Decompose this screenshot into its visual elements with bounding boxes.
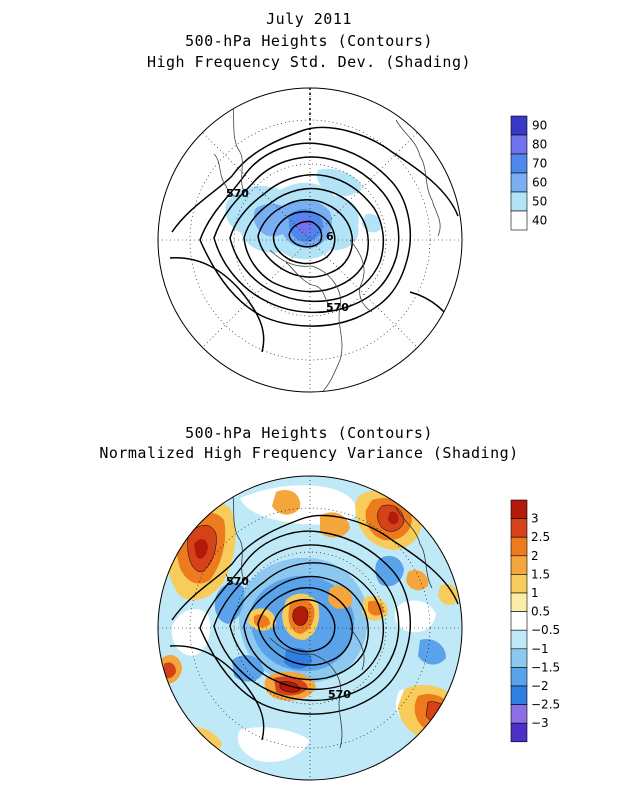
top-colorbar: 90 80 70 60 50 40 [510, 115, 547, 231]
top-subtitle-2: High Frequency Std. Dev. (Shading) [146, 53, 472, 71]
main-title: July 2011 [266, 10, 352, 28]
bottom-colorbar-label: 2 [531, 549, 539, 563]
top-coastlines [213, 99, 441, 392]
top-colorbar-label: 80 [532, 138, 547, 152]
top-colorbar-label: 50 [532, 195, 547, 209]
bottom-contour-label-1: 570 [226, 575, 249, 588]
bottom-colorbar-swatch [510, 499, 528, 519]
bottom-colorbar-swatch [510, 611, 528, 631]
top-colorbar-swatch [510, 134, 528, 155]
bottom-graticule [158, 476, 462, 780]
bottom-colorbar-swatch [510, 685, 528, 705]
bottom-colorbar-label: −1 [531, 642, 549, 656]
bottom-colorbar-swatch [510, 704, 528, 724]
top-contour-label-3: 6 [326, 230, 334, 243]
bottom-colorbar-swatch [510, 722, 528, 743]
bottom-colorbar-label: 1 [531, 586, 539, 600]
bottom-colorbar-swatch [510, 648, 528, 668]
bottom-colorbar-swatch [510, 667, 528, 687]
top-colorbar-swatch [510, 115, 528, 136]
bottom-height-contours [169, 514, 459, 741]
top-colorbar-label: 90 [532, 119, 547, 133]
bottom-polar-map: 570 570 [157, 475, 463, 781]
top-graticule [158, 88, 462, 392]
top-colorbar-swatch [510, 153, 528, 174]
bottom-colorbar-label: −2 [531, 679, 549, 693]
top-colorbar-swatch [510, 210, 528, 231]
bottom-coastlines [225, 487, 433, 749]
bottom-colorbar-swatch [510, 629, 528, 650]
bottom-colorbar-swatch [510, 592, 528, 612]
bottom-colorbar-swatch [510, 555, 528, 575]
bottom-contour-label-2: 570 [328, 688, 351, 701]
top-contour-label-2: 570 [326, 301, 349, 314]
top-colorbar-label: 60 [532, 176, 547, 190]
top-colorbar-swatch [510, 172, 528, 193]
bottom-colorbar: 3 2.5 2 1.5 1 0.5 −0.5 −1 −1.5 −2 −2.5 −3 [510, 499, 560, 743]
bottom-colorbar-swatch [510, 536, 528, 557]
top-colorbar-label: 40 [532, 214, 547, 228]
bottom-colorbar-label: −2.5 [531, 698, 560, 712]
bottom-subtitle-2: Normalized High Frequency Variance (Shad… [99, 444, 519, 462]
bottom-subtitle-1: 500-hPa Heights (Contours) [185, 424, 433, 442]
bottom-colorbar-label: −3 [531, 716, 549, 730]
bottom-colorbar-label: 3 [531, 512, 539, 526]
top-height-contours [169, 126, 459, 353]
bottom-colorbar-label: 0.5 [531, 605, 550, 619]
bottom-colorbar-label: −0.5 [531, 623, 560, 637]
bottom-colorbar-label: −1.5 [531, 660, 560, 674]
bottom-colorbar-label: 1.5 [531, 567, 550, 581]
bottom-colorbar-swatch [510, 518, 528, 538]
top-colorbar-label: 70 [532, 157, 547, 171]
top-contour-label-1: 570 [226, 187, 249, 200]
top-polar-map: 570 570 6 [157, 87, 463, 393]
top-subtitle-1: 500-hPa Heights (Contours) [185, 32, 433, 50]
top-colorbar-swatch [510, 191, 528, 212]
bottom-colorbar-swatch [510, 574, 528, 594]
bottom-colorbar-label: 2.5 [531, 530, 550, 544]
